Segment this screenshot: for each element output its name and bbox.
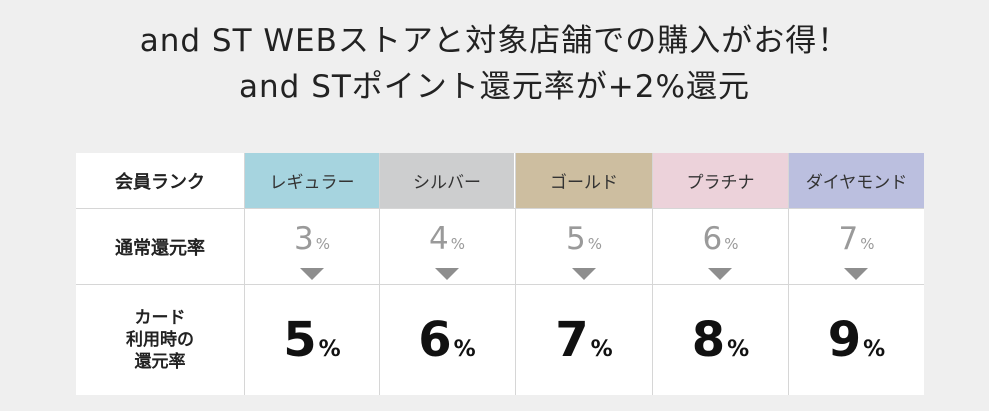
column-divider <box>379 153 380 395</box>
column-divider <box>652 153 653 395</box>
normal-rate-number: 3 <box>294 221 314 257</box>
header-label: 会員ランク <box>115 171 205 193</box>
normal-rate-silver: 4% <box>380 209 514 284</box>
card-rate-label-line: カード <box>134 308 186 328</box>
normal-rate-diamond: 7% <box>789 209 924 284</box>
normal-rate-value: 4% <box>380 221 514 257</box>
headline-line-2: and STポイント還元率が+2%還元 <box>239 69 750 105</box>
percent-sign: % <box>860 235 875 253</box>
down-arrow-icon <box>435 268 459 280</box>
column-divider <box>788 153 789 395</box>
card-rate-gold: 7% <box>516 285 652 395</box>
rank-header-gold: ゴールド <box>516 153 652 208</box>
headline: and ST WEBストアと対象店舗での購入がお得！ and STポイント還元率… <box>0 18 989 110</box>
row-divider <box>76 284 924 285</box>
normal-rate-number: 4 <box>429 221 449 257</box>
percent-sign: % <box>863 337 886 362</box>
row-divider <box>76 208 924 209</box>
rank-header-silver: シルバー <box>380 153 514 208</box>
card-rate-diamond: 9% <box>789 285 924 395</box>
card-rate-value: 9% <box>828 312 885 368</box>
normal-rate-value: 5% <box>516 221 652 257</box>
card-rate-label: カード 利用時の 還元率 <box>76 285 244 395</box>
card-rate-value: 7% <box>555 312 612 368</box>
rank-header-platinum: プラチナ <box>653 153 788 208</box>
percent-sign: % <box>450 235 465 253</box>
percent-sign: % <box>315 235 330 253</box>
headline-line-1: and ST WEBストアと対象店舗での購入がお得！ <box>139 23 850 59</box>
card-rate-value: 5% <box>283 312 340 368</box>
column-divider <box>515 153 516 395</box>
card-rate-number: 8 <box>691 312 726 368</box>
percent-sign: % <box>453 337 476 362</box>
rank-header-regular: レギュラー <box>245 153 379 208</box>
card-rate-silver: 6% <box>380 285 514 395</box>
column-divider <box>244 153 245 395</box>
down-arrow-icon <box>844 268 868 280</box>
percent-sign: % <box>590 337 613 362</box>
card-rate-label-line: 利用時の <box>126 330 194 350</box>
card-rate-number: 7 <box>555 312 589 368</box>
card-rate-number: 5 <box>283 312 317 368</box>
card-rate-label-line: 還元率 <box>134 352 186 372</box>
normal-rate-number: 5 <box>566 221 586 257</box>
normal-rate-gold: 5% <box>516 209 652 284</box>
down-arrow-icon <box>300 268 324 280</box>
percent-sign: % <box>318 337 341 362</box>
percent-sign: % <box>724 235 739 253</box>
card-rate-number: 9 <box>827 312 862 368</box>
card-rate-regular: 5% <box>245 285 379 395</box>
normal-rate-value: 6% <box>653 221 788 257</box>
card-rate-number: 6 <box>418 312 452 368</box>
card-rate-value: 8% <box>692 312 749 368</box>
normal-rate-regular: 3% <box>245 209 379 284</box>
down-arrow-icon <box>708 268 732 280</box>
normal-rate-platinum: 6% <box>653 209 788 284</box>
normal-rate-number: 6 <box>702 221 723 257</box>
normal-rate-value: 7% <box>789 221 924 257</box>
rank-table: 会員ランク 通常還元率 カード 利用時の 還元率 レギュラー 3% 5% シルバ… <box>76 153 924 395</box>
percent-sign: % <box>587 235 602 253</box>
normal-rate-label: 通常還元率 <box>115 237 205 259</box>
card-rate-platinum: 8% <box>653 285 788 395</box>
rank-header-diamond: ダイヤモンド <box>789 153 924 208</box>
normal-rate-value: 3% <box>245 221 379 257</box>
normal-rate-number: 7 <box>838 221 859 257</box>
down-arrow-icon <box>572 268 596 280</box>
card-rate-value: 6% <box>418 312 475 368</box>
percent-sign: % <box>727 337 750 362</box>
